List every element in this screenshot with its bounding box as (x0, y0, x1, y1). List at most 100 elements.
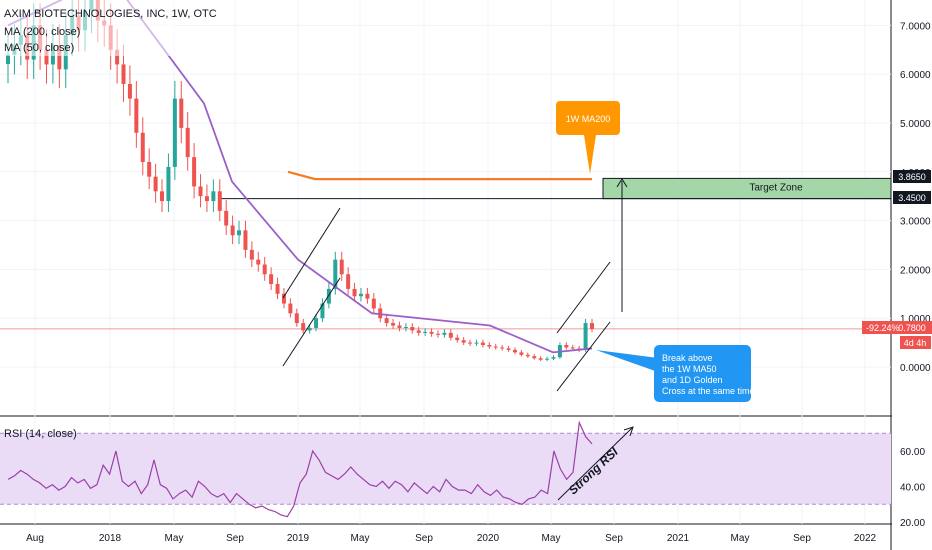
candle-body (185, 127, 190, 158)
ma200-line (287, 170, 592, 181)
candle-body (224, 210, 229, 226)
channel-line[interactable] (282, 207, 341, 299)
candle-body (320, 303, 325, 319)
candle-body (211, 191, 216, 202)
last-price: 0.7800 (898, 323, 926, 333)
break-note-line-2: the 1W MA50 (662, 364, 717, 374)
target-high-tag: 3.8650 (893, 170, 931, 183)
candle-body (551, 357, 556, 359)
candle-body (590, 323, 594, 329)
price-tick: 3.0000 (900, 217, 931, 228)
target-zone-box[interactable] (602, 177, 892, 200)
candle-body (384, 318, 389, 324)
candle-body (134, 98, 139, 133)
candle-body (243, 230, 248, 250)
strong-rsi-arrow-line[interactable] (557, 427, 633, 501)
bar-countdown: 4d 4h (904, 338, 927, 348)
candle-body (326, 288, 331, 304)
candle-body (294, 313, 299, 324)
candle-body (365, 293, 370, 299)
candle-body (564, 345, 569, 348)
candle-body (487, 345, 492, 347)
last-price-tag: -92.24% 0.7800 4d 4h (862, 321, 932, 349)
candle-body (6, 54, 10, 65)
break-note-line-3: and 1D Golden (662, 375, 723, 385)
candle-body (153, 176, 158, 192)
break-callout-pointer (596, 350, 658, 372)
candle-body (275, 284, 280, 294)
candle-body (371, 298, 376, 309)
candle-body (506, 348, 511, 350)
candle-body (461, 340, 466, 343)
candle-body (339, 259, 344, 275)
price-tick: 1.0000 (900, 314, 931, 325)
channel-lines[interactable] (282, 207, 611, 392)
candle-body (179, 98, 184, 128)
channel-line[interactable] (556, 321, 611, 392)
time-tick: 2020 (477, 533, 500, 544)
strong-rsi-arrow-head (623, 426, 634, 437)
channel-line[interactable] (556, 261, 611, 334)
candle-body (442, 332, 447, 335)
candle-body (397, 325, 402, 328)
candle-body (480, 342, 485, 346)
candle-body (545, 358, 550, 360)
candle-body (423, 331, 428, 333)
break-callout[interactable]: Break above the 1W MA50 and 1D Golden Cr… (596, 345, 755, 402)
candle-body (512, 349, 517, 353)
candle-body (391, 323, 396, 326)
candle-body (583, 323, 588, 350)
channel-line[interactable] (282, 277, 341, 367)
price-tick: 5.0000 (900, 119, 931, 130)
candle-body (166, 166, 171, 202)
time-axis: Aug 2018 May Sep 2019 May Sep 2020 May Sep 2021 May… (26, 533, 876, 544)
rsi-line (7, 420, 593, 518)
target-high-tag-bg (893, 170, 931, 183)
candle-body (127, 83, 132, 99)
price-tick: 2.0000 (900, 265, 931, 276)
candle-body (314, 318, 319, 328)
target-zone-label: Target Zone (749, 182, 803, 193)
last-price-tag-bg (862, 321, 932, 334)
rsi-legend: RSI (14, close) (4, 428, 77, 440)
ma200-callout-box (556, 101, 620, 135)
candle-body (140, 132, 145, 163)
time-tick: May (542, 533, 561, 544)
time-tick: Aug (26, 533, 44, 544)
candle-body (519, 352, 524, 355)
candle-body (358, 293, 363, 297)
time-tick: Sep (793, 533, 811, 544)
rsi-tick: 60.00 (900, 447, 925, 458)
candle-body (281, 293, 286, 304)
break-callout-box (654, 345, 751, 402)
candle-body (538, 358, 543, 360)
candle-body (403, 326, 408, 328)
target-low-tag-bg (893, 191, 931, 204)
candle-body (435, 333, 440, 335)
candle-body (468, 342, 473, 344)
candle-body (160, 191, 165, 202)
candle-body (570, 347, 575, 349)
candle-body (269, 274, 274, 285)
ma200-callout-pointer (584, 135, 596, 174)
candle-body (448, 332, 453, 338)
countdown-tag-bg (900, 336, 931, 349)
candle-body (307, 327, 312, 331)
time-tick: May (351, 533, 370, 544)
candle-body (230, 225, 235, 236)
candle-body (147, 162, 152, 177)
time-tick: 2018 (99, 533, 122, 544)
chart-title: AXIM BIOTECHNOLOGIES, INC, 1W, OTC (4, 8, 217, 20)
candle-body (172, 98, 177, 167)
time-tick: 2019 (287, 533, 310, 544)
ma50-legend: MA (50, close) (4, 42, 74, 54)
candle-body (525, 354, 530, 357)
rsi-tick: 20.00 (900, 518, 925, 529)
candle-body (410, 326, 415, 331)
target-arrow-head (616, 178, 628, 188)
ma200-callout[interactable]: 1W MA200 (556, 101, 620, 174)
time-tick: May (165, 533, 184, 544)
ma200-callout-text: 1W MA200 (566, 114, 611, 124)
candle-body (333, 259, 338, 289)
